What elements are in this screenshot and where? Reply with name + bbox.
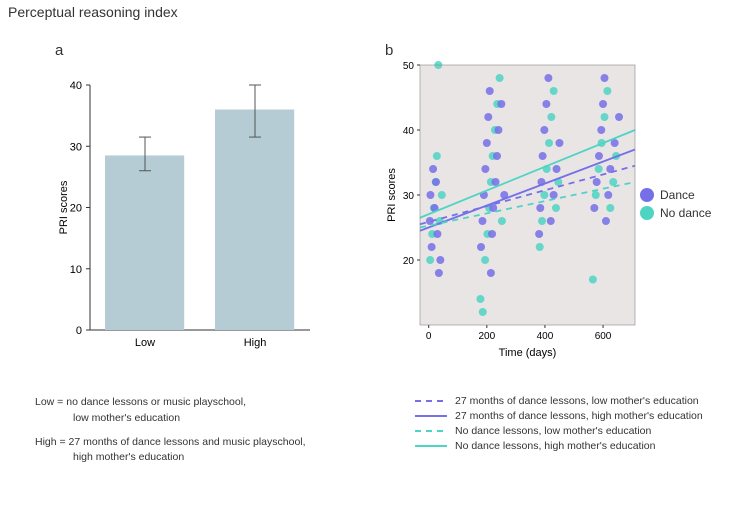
svg-text:30: 30 [70,141,82,153]
dance-icon [640,188,654,202]
svg-text:PRI scores: PRI scores [58,180,70,234]
panel-b-legend-right: Dance No dance [640,188,711,224]
svg-text:40: 40 [70,80,82,92]
line-swatch-icon [415,441,447,451]
panel-a-svg: 0 10 20 30 40 PRI scores Low High [55,80,315,355]
panel-a-label: a [55,42,63,59]
svg-text:50: 50 [403,61,415,72]
legend-line-nodance_low: No dance lessons, low mother's education [415,425,703,437]
footnote-a-low: Low = no dance lessons or music playscho… [35,395,306,427]
svg-text:30: 30 [403,191,415,202]
line-swatch-icon [415,426,447,436]
legend-line-dance_low: 27 months of dance lessons, low mother's… [415,395,703,407]
legend-line-dance_high: 27 months of dance lessons, high mother'… [415,410,703,422]
svg-text:10: 10 [70,264,82,276]
svg-text:Low: Low [135,337,155,349]
legend-item-dance: Dance [640,188,711,202]
svg-text:200: 200 [478,331,495,342]
line-swatch-icon [415,411,447,421]
legend-item-no-dance: No dance [640,206,711,220]
svg-text:0: 0 [76,325,82,337]
svg-text:20: 20 [70,203,82,215]
panel-a: 0 10 20 30 40 PRI scores Low High [55,80,315,355]
svg-text:20: 20 [403,256,415,267]
panel-a-footnote: Low = no dance lessons or music playscho… [35,395,306,466]
no-dance-icon [640,206,654,220]
svg-text:600: 600 [595,331,612,342]
panel-b-label: b [385,42,393,59]
svg-text:400: 400 [537,331,554,342]
panel-b-legend-bottom: 27 months of dance lessons, low mother's… [415,395,703,455]
svg-text:PRI scores: PRI scores [386,168,398,222]
page-root: Perceptual reasoning index a 0 10 20 30 40 PR… [0,0,738,506]
line-swatch-icon [415,396,447,406]
legend-line-nodance_high: No dance lessons, high mother's educatio… [415,440,703,452]
svg-text:High: High [244,337,267,349]
svg-text:Time (days): Time (days) [499,347,557,359]
figure-title: Perceptual reasoning index [8,4,178,20]
svg-text:40: 40 [403,126,415,137]
footnote-a-high: High = 27 months of dance lessons and mu… [35,435,306,467]
svg-text:0: 0 [426,331,432,342]
